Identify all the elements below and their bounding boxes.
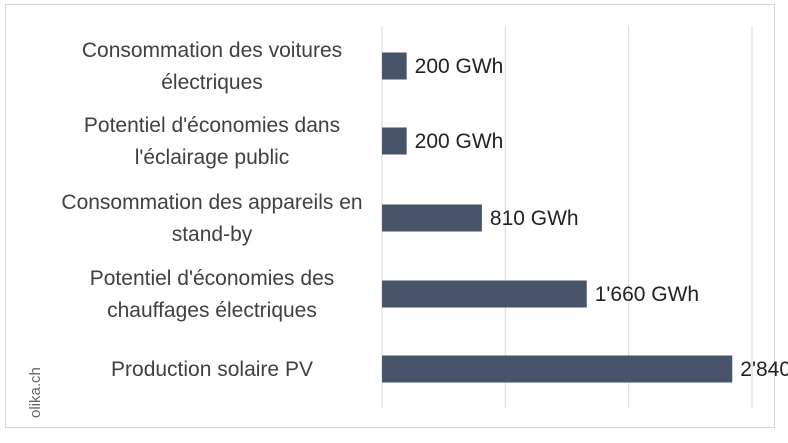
category-label-3: Potentiel d'économies des chauffages élec… <box>90 267 335 322</box>
category-label-2-line-1: stand-by <box>172 223 253 246</box>
value-label-4: 2'840 GWh <box>740 358 788 381</box>
watermark: olika.ch <box>27 367 44 418</box>
category-label-4: Production solaire PV <box>111 358 313 381</box>
bar-4 <box>382 355 733 383</box>
category-label-1: Potentiel d'économies dans l'éclairage pu… <box>84 114 340 169</box>
category-label-1-line-0: Potentiel d'économies dans <box>84 114 340 137</box>
bars <box>382 52 733 383</box>
value-label-0: 200 GWh <box>415 55 504 78</box>
value-label-3: 1'660 GWh <box>595 283 699 306</box>
bar-1 <box>382 127 407 155</box>
value-labels: 200 GWh 200 GWh 810 GWh 1'660 GWh 2'840 GWh <box>415 55 788 381</box>
category-label-3-line-1: chauffages électriques <box>107 299 317 322</box>
chart-frame <box>5 4 775 428</box>
value-label-1: 200 GWh <box>415 130 504 153</box>
category-label-0-line-1: électriques <box>161 71 263 94</box>
bar-2 <box>382 204 482 232</box>
category-label-1-line-1: l'éclairage public <box>135 146 290 169</box>
bar-0 <box>382 52 407 80</box>
category-label-0-line-0: Consommation des voitures <box>82 39 342 62</box>
category-labels: Consommation des voitures électriques Pote… <box>61 39 362 381</box>
value-label-2: 810 GWh <box>490 207 579 230</box>
category-label-4-line-0: Production solaire PV <box>111 358 313 381</box>
category-label-3-line-0: Potentiel d'économies des <box>90 267 335 290</box>
category-label-2: Consommation des appareils en stand-by <box>61 191 362 246</box>
category-label-0: Consommation des voitures électriques <box>82 39 342 94</box>
bar-3 <box>382 280 587 308</box>
category-label-2-line-0: Consommation des appareils en <box>61 191 362 214</box>
